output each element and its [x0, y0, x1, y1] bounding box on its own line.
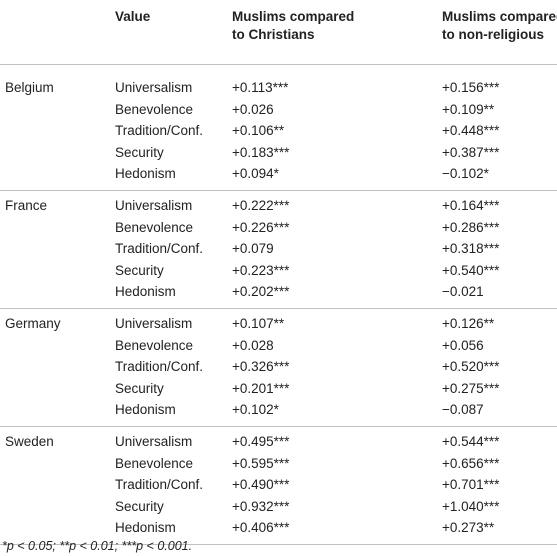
value-name: Security: [115, 144, 164, 160]
header-cell: Muslims compared to Christians: [232, 9, 355, 42]
cell-value: +0.106**: [232, 123, 285, 139]
cell-value: +0.387***: [442, 144, 500, 160]
cell-value: +0.102*: [232, 402, 279, 418]
group-rule: [0, 544, 557, 545]
cell-value: +0.126**: [442, 316, 495, 331]
cell-value: +0.222***: [232, 198, 290, 213]
value-name: Universalism: [115, 316, 193, 331]
cell-value: +0.109**: [442, 101, 495, 117]
value-name: Benevolence: [115, 101, 194, 117]
header-cell: Value: [115, 9, 151, 24]
cell-value: +0.026: [232, 101, 274, 117]
value-name: Universalism: [115, 434, 193, 449]
cell-value: +0.286***: [442, 219, 500, 235]
cell-value: +0.275***: [442, 380, 500, 396]
country: France: [5, 198, 48, 213]
value-name: Benevolence: [115, 337, 194, 353]
value-name: Security: [115, 262, 164, 278]
cell-value: +0.107**: [232, 316, 285, 331]
cell-value: +1.040***: [442, 498, 500, 514]
cell-value: +0.113***: [232, 80, 289, 95]
group-rule: [0, 426, 557, 427]
value-name: Hedonism: [115, 166, 176, 182]
cell-value: +0.932***: [232, 498, 290, 514]
cell-value: +0.326***: [232, 359, 290, 375]
cell-value: +0.079: [232, 241, 274, 257]
cell-value: +0.406***: [232, 520, 290, 536]
group-rule: [0, 190, 557, 191]
cell-value: +0.540***: [442, 262, 500, 278]
cell-value: +0.273**: [442, 520, 495, 536]
cell-value: +0.544***: [442, 434, 500, 449]
country: Belgium: [5, 80, 54, 95]
cell-value: +0.656***: [442, 455, 500, 471]
cell-value: +0.183***: [232, 144, 290, 160]
value-name: Benevolence: [115, 455, 194, 471]
cell-value: +0.701***: [442, 477, 500, 493]
value-name: Security: [115, 498, 164, 514]
cell-value: +0.056: [442, 337, 484, 353]
country: Sweden: [5, 434, 54, 449]
cell-value: +0.164***: [442, 198, 500, 213]
header-cell: Muslims compared to non-religious: [442, 9, 557, 42]
cell-value: +0.490***: [232, 477, 290, 493]
value-name: Benevolence: [115, 219, 194, 235]
cell-value: +0.094*: [232, 166, 279, 182]
value-name: Hedonism: [115, 402, 176, 418]
country: Germany: [5, 316, 61, 331]
cell-value: +0.223***: [232, 262, 290, 278]
cell-value: −0.102*: [442, 166, 489, 182]
footnote: *p < 0.05; **p < 0.01; ***p < 0.001.: [2, 539, 193, 553]
cell-value: +0.028: [232, 337, 274, 353]
header-rule: [0, 64, 557, 65]
value-name: Hedonism: [115, 520, 176, 536]
value-name: Security: [115, 380, 164, 396]
cell-value: +0.318***: [442, 241, 500, 257]
value-name: Tradition/Conf.: [115, 477, 204, 493]
value-name: Universalism: [115, 80, 193, 95]
value-name: Tradition/Conf.: [115, 123, 204, 139]
value-name: Tradition/Conf.: [115, 241, 204, 257]
cell-value: −0.087: [442, 402, 484, 418]
cell-value: +0.201***: [232, 380, 290, 396]
value-name: Universalism: [115, 198, 193, 213]
group-rule: [0, 308, 557, 309]
cell-value: −0.021: [442, 284, 484, 300]
value-name: Hedonism: [115, 284, 176, 300]
value-name: Tradition/Conf.: [115, 359, 204, 375]
cell-value: +0.202***: [232, 284, 290, 300]
cell-value: +0.156***: [442, 80, 500, 95]
cell-value: +0.226***: [232, 219, 290, 235]
cell-value: +0.520***: [442, 359, 500, 375]
cell-value: +0.448***: [442, 123, 500, 139]
cell-value: +0.495***: [232, 434, 290, 449]
cell-value: +0.595***: [232, 455, 290, 471]
